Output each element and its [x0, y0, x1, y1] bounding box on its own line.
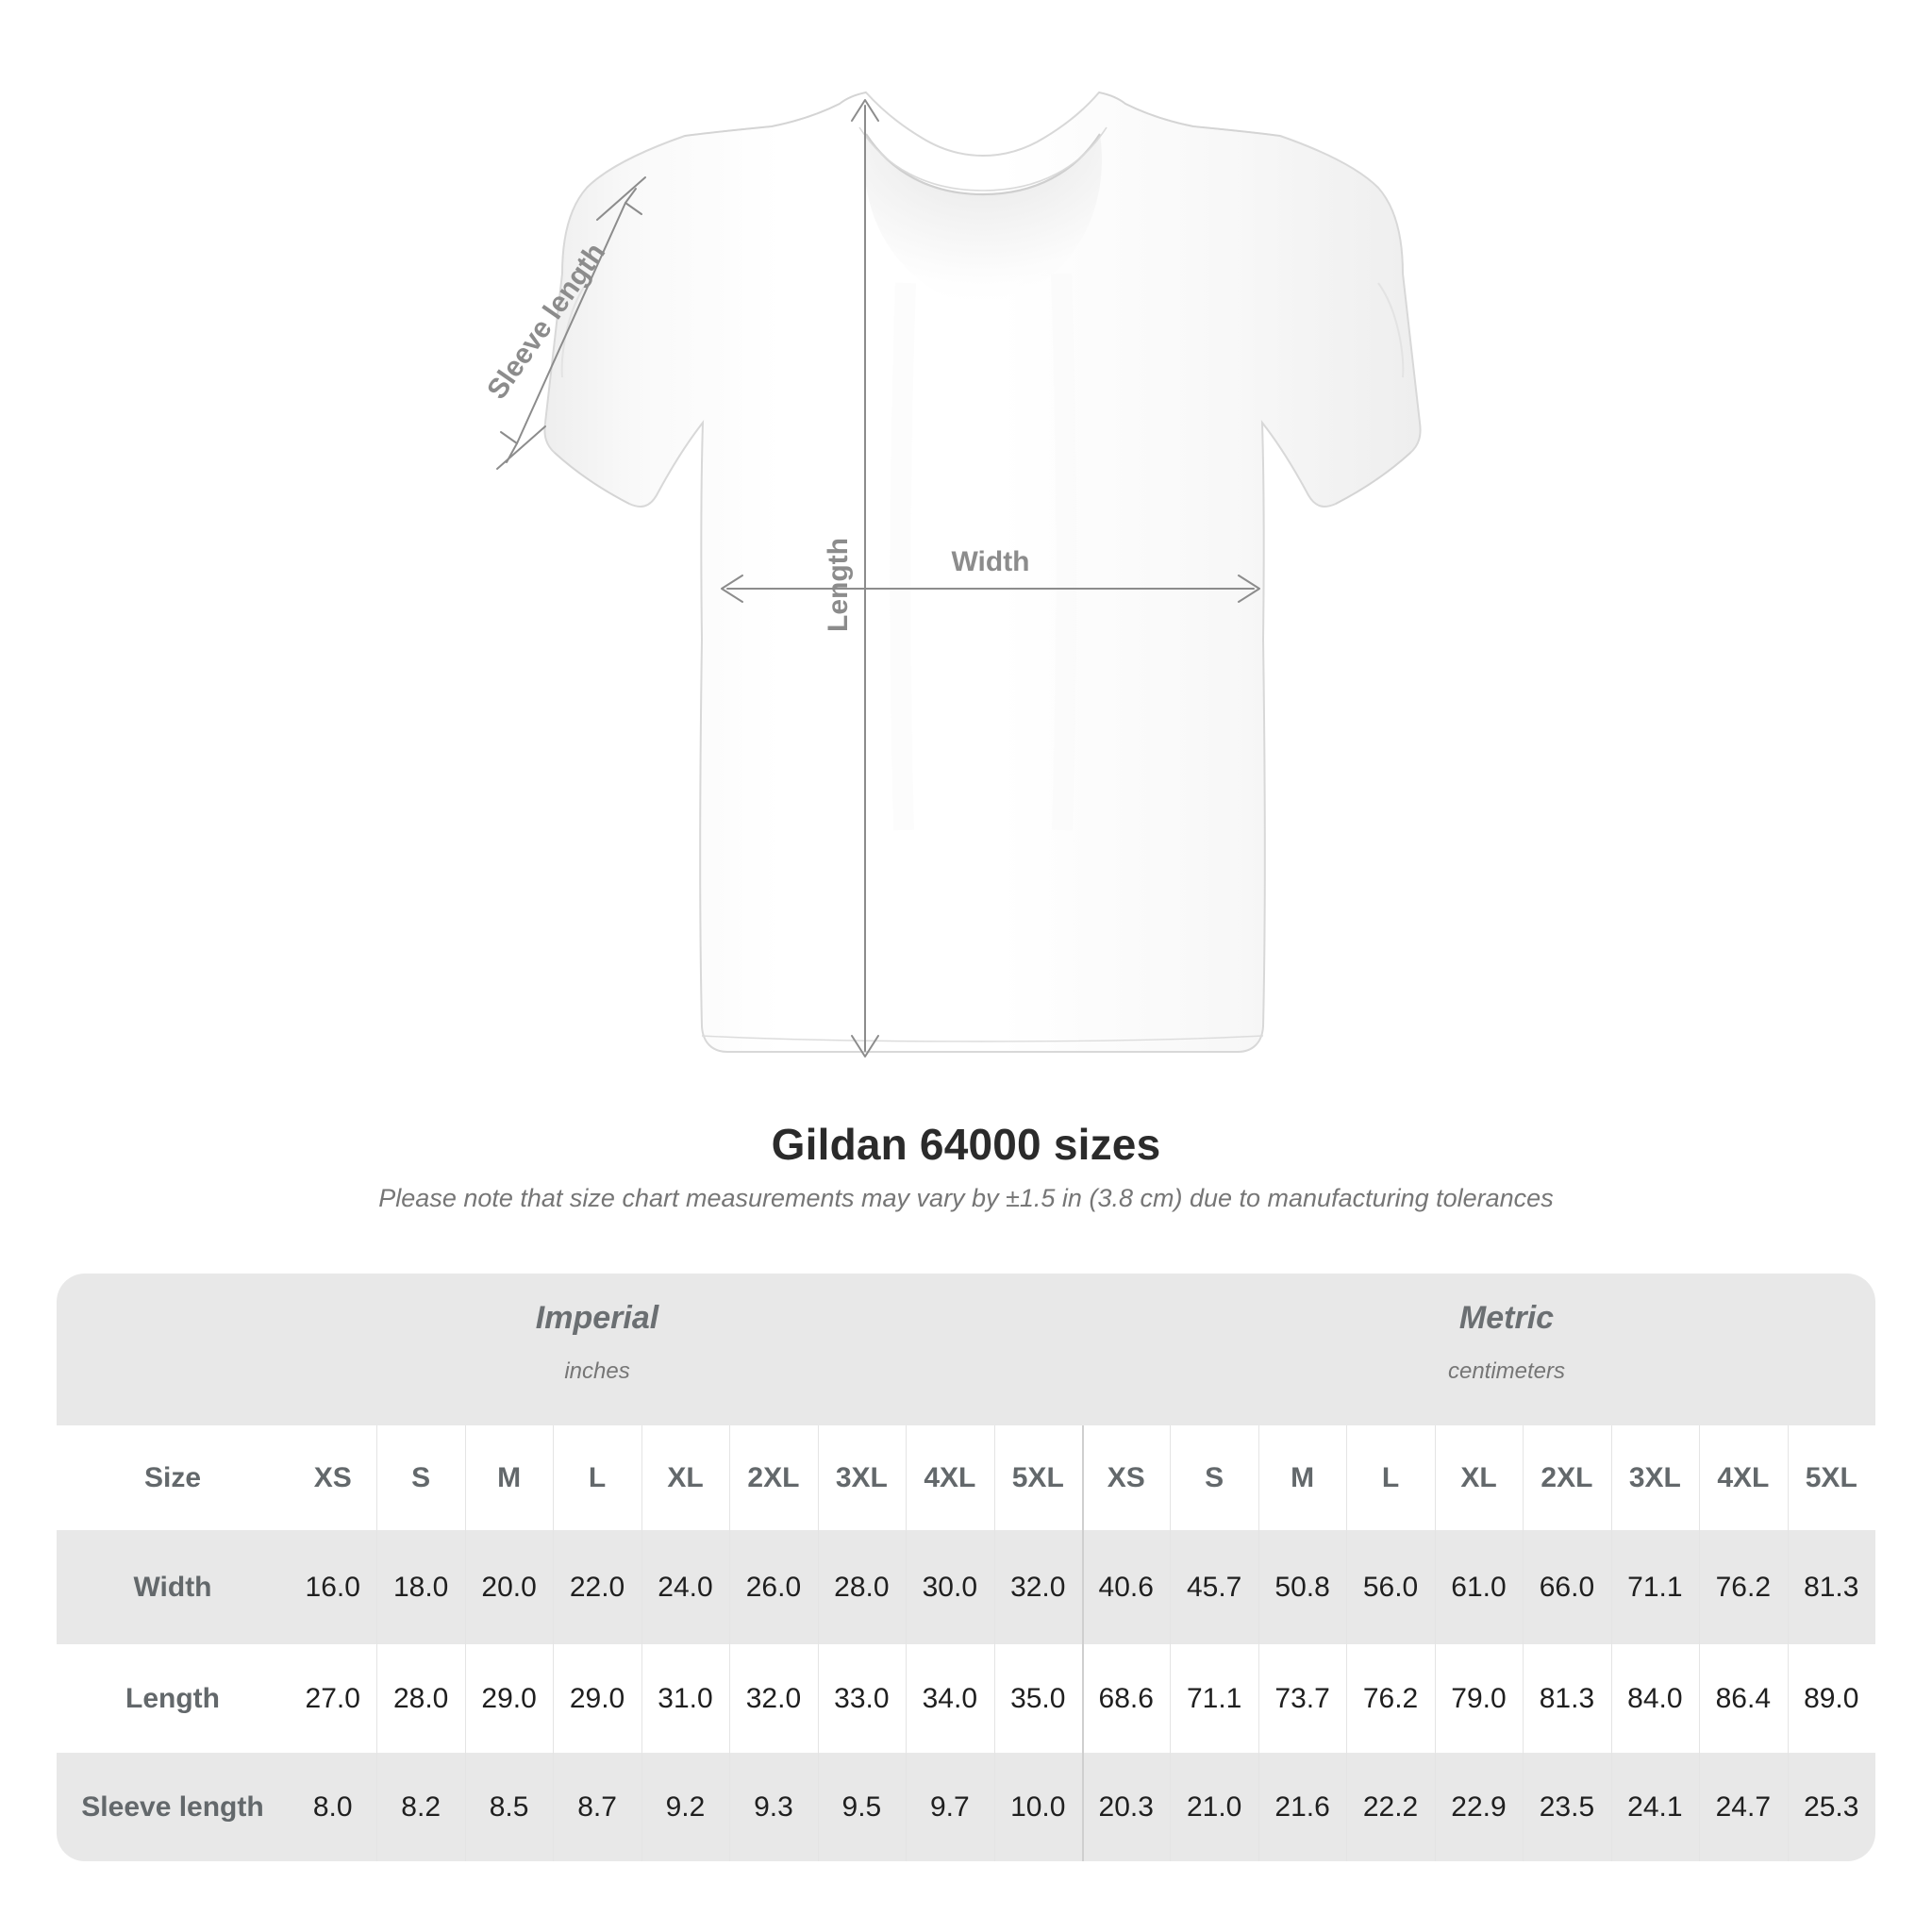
svg-text:Width: Width: [951, 546, 1029, 577]
svg-text:Length: Length: [823, 538, 854, 632]
